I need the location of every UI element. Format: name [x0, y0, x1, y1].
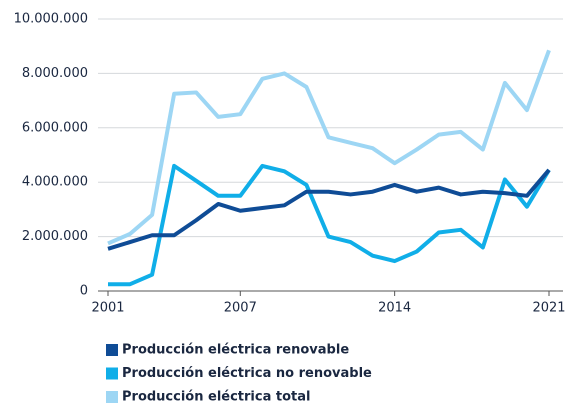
x-tick-label: 2021	[532, 301, 565, 316]
y-tick-label: 6.000.000	[22, 120, 88, 135]
y-tick-label: 0	[80, 284, 88, 299]
legend-label: Producción eléctrica total	[122, 390, 310, 405]
legend-label: Producción eléctrica no renovable	[122, 366, 372, 381]
y-tick-label: 2.000.000	[22, 229, 88, 244]
legend-swatch	[106, 391, 118, 403]
legend-label: Producción eléctrica renovable	[122, 343, 349, 358]
legend-swatch	[106, 344, 118, 356]
x-tick-label: 2014	[378, 301, 411, 316]
x-tick-label: 2001	[91, 301, 124, 316]
line	[108, 163, 551, 287]
y-tick-label: 10.000.000	[14, 12, 88, 27]
y-tick-label: 8.000.000	[22, 66, 88, 81]
legend-swatch	[106, 367, 118, 380]
line	[107, 49, 551, 246]
y-tick-label: 4.000.000	[22, 175, 88, 190]
line	[107, 168, 551, 251]
x-tick-label: 2007	[224, 301, 257, 316]
